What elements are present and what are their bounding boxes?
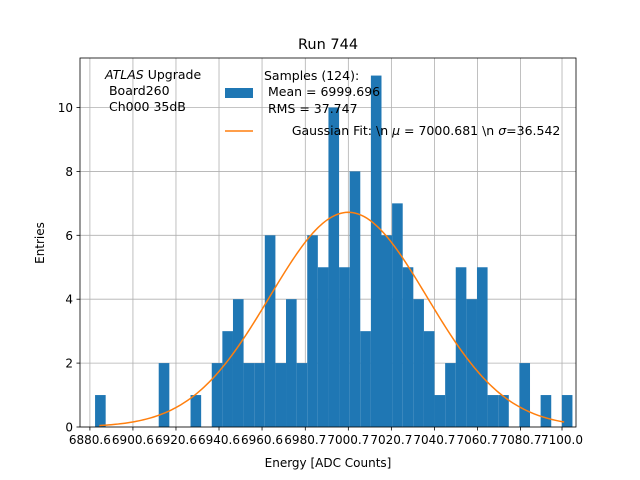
x-tick-label: 6960.6 bbox=[241, 433, 283, 447]
histogram-bar bbox=[339, 267, 350, 427]
x-tick-label: 6920.6 bbox=[155, 433, 197, 447]
x-tick-label: 7000.7 bbox=[327, 433, 369, 447]
histogram-bar bbox=[519, 363, 531, 427]
x-axis-label: Energy [ADC Counts] bbox=[265, 456, 392, 470]
histogram-bar bbox=[254, 363, 265, 427]
legend-hist-swatch bbox=[225, 88, 253, 98]
histogram-bar bbox=[423, 331, 435, 427]
histogram-bar bbox=[275, 363, 287, 427]
legend-fit-prefix: Gaussian Fit: \n bbox=[292, 123, 392, 138]
axes-frame bbox=[79, 57, 577, 428]
histogram-bar bbox=[211, 363, 223, 427]
legend-fit-mu: μ bbox=[391, 123, 400, 138]
histogram-bar bbox=[476, 267, 488, 427]
histogram-bar bbox=[328, 107, 340, 428]
x-tick-label: 6880.6 bbox=[69, 433, 111, 447]
legend-hist-line3: RMS = 37.747 bbox=[264, 101, 358, 116]
x-tick-label: 7020.7 bbox=[370, 433, 412, 447]
y-tick-label: 10 bbox=[58, 101, 73, 115]
atlas-annotation: ATLAS Upgrade Board260 Ch000 35dB bbox=[104, 67, 201, 114]
histogram-bar bbox=[434, 395, 446, 427]
histogram-bar bbox=[445, 363, 456, 427]
histogram-bar bbox=[381, 235, 393, 427]
atlas-label: ATLAS bbox=[104, 67, 144, 82]
y-tick-label: 2 bbox=[65, 357, 73, 371]
atlas-annotation-line1: ATLAS Upgrade bbox=[104, 67, 201, 82]
legend-fit-sigma: σ bbox=[498, 123, 507, 138]
histogram-bar bbox=[349, 171, 361, 427]
legend-fit-label: Gaussian Fit: \n μ = 7000.681 \n σ=36.54… bbox=[264, 123, 580, 138]
histogram-bar bbox=[561, 395, 573, 427]
histogram-bar bbox=[392, 203, 403, 427]
histogram-bar bbox=[95, 395, 106, 427]
legend-hist-line1: Samples (124): bbox=[264, 68, 359, 83]
upgrade-label: Upgrade bbox=[144, 67, 202, 82]
histogram-bars bbox=[95, 75, 573, 428]
legend-fit-mid: = 7000.681 \n bbox=[400, 123, 498, 138]
legend-fit-suffix: =36.542 bbox=[506, 123, 560, 138]
histogram-bar bbox=[317, 267, 329, 427]
axis-ticks: 6880.6 6900.6 6920.6 6940.6 6960.6 6980.7 7000… bbox=[58, 101, 583, 447]
histogram-bar bbox=[540, 395, 552, 427]
y-tick-label: 8 bbox=[65, 165, 73, 179]
x-tick-label: 7060.7 bbox=[456, 433, 498, 447]
histogram-bar bbox=[222, 331, 233, 427]
x-tick-label: 6900.6 bbox=[112, 433, 154, 447]
x-tick-label: 6980.7 bbox=[284, 433, 326, 447]
chart-title: Run 744 bbox=[298, 37, 358, 53]
histogram-bar bbox=[307, 235, 318, 427]
histogram-bar bbox=[370, 75, 382, 428]
histogram-bar bbox=[243, 363, 255, 427]
histogram-bar bbox=[264, 235, 276, 427]
histogram-bar bbox=[360, 331, 371, 427]
histogram-bar bbox=[232, 299, 244, 427]
histogram-bar bbox=[487, 395, 499, 427]
atlas-annotation-line3: Ch000 35dB bbox=[105, 99, 186, 114]
x-tick-label: 6940.6 bbox=[198, 433, 240, 447]
atlas-annotation-line2: Board260 bbox=[105, 83, 170, 98]
histogram-bar bbox=[498, 395, 509, 427]
histogram-bar bbox=[158, 363, 170, 427]
x-tick-label: 7080.7 bbox=[499, 433, 541, 447]
histogram-bar bbox=[455, 267, 467, 427]
legend-hist-line2: Mean = 6999.696 bbox=[264, 84, 380, 99]
histogram-bar bbox=[402, 267, 414, 427]
legend: Samples (124): Mean = 6999.696 RMS = 37.… bbox=[225, 68, 580, 138]
histogram-bar bbox=[286, 299, 297, 427]
gaussian-fit-line bbox=[99, 211, 565, 427]
histogram-bar bbox=[413, 299, 424, 427]
y-tick-label: 0 bbox=[65, 421, 73, 435]
histogram-bar bbox=[296, 363, 308, 427]
x-tick-label: 7100.0 bbox=[541, 433, 583, 447]
x-tick-label: 7040.7 bbox=[413, 433, 455, 447]
y-axis-label: Entries bbox=[33, 222, 47, 264]
histogram-bar bbox=[190, 395, 202, 427]
y-tick-label: 6 bbox=[65, 229, 73, 243]
y-tick-label: 4 bbox=[65, 293, 73, 307]
